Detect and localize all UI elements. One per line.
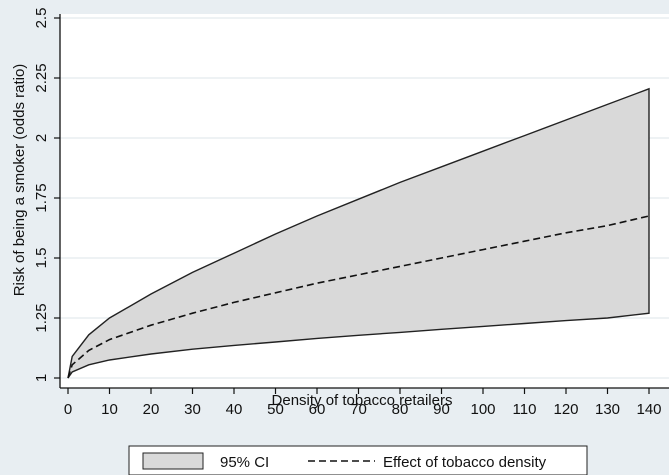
- x-tick-label: 110: [513, 401, 537, 418]
- legend: 95% CI Effect of tobacco density: [128, 445, 588, 475]
- x-tick-label: 130: [595, 401, 620, 418]
- x-tick-label: 70: [350, 401, 367, 418]
- x-tick-label: 50: [267, 401, 284, 418]
- x-axis-title: Density of tobacco retailers: [272, 392, 453, 409]
- y-tick-label: 2: [33, 134, 50, 142]
- y-tick-label: 2.25: [33, 63, 50, 92]
- x-tick-label: 100: [470, 401, 495, 418]
- legend-label-ci: 95% CI: [220, 454, 269, 471]
- y-tick-label: 1.25: [33, 303, 50, 332]
- y-tick-label: 1: [33, 374, 50, 382]
- legend-label-effect: Effect of tobacco density: [383, 454, 547, 471]
- x-tick-label: 140: [636, 401, 661, 418]
- effect-line: [67, 215, 650, 379]
- x-tick-label: 120: [553, 401, 578, 418]
- x-tick-label: 90: [433, 401, 450, 418]
- x-tick-label: 80: [392, 401, 409, 418]
- y-axis-ticks: 1 1.25 1.5 1.75 2 2.25 2.5: [33, 8, 60, 382]
- legend-swatch-ci: [142, 452, 204, 470]
- x-tick-label: 40: [226, 401, 243, 418]
- x-tick-label: 30: [184, 401, 201, 418]
- y-axis-title: Risk of being a smoker (odds ratio): [11, 64, 28, 297]
- y-tick-label: 1.75: [33, 183, 50, 212]
- x-tick-label: 20: [143, 401, 160, 418]
- x-tick-label: 60: [309, 401, 326, 418]
- ci-band: [67, 87, 650, 379]
- x-tick-label: 0: [64, 401, 72, 418]
- x-axis-ticks: 0 10 20 30 40 50 60 70 80 90 100 110 120 130 140: [64, 388, 662, 418]
- y-tick-label: 1.5: [33, 248, 50, 269]
- y-tick-label: 2.5: [33, 8, 50, 29]
- x-tick-label: 10: [101, 401, 118, 418]
